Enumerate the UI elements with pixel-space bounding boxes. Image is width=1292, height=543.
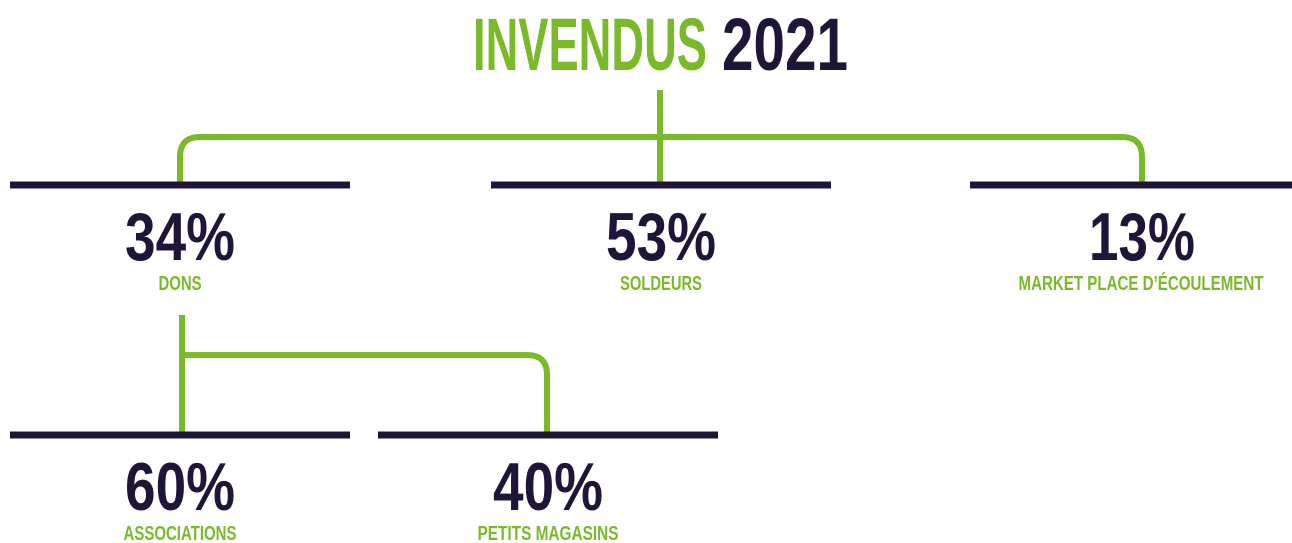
connector	[182, 352, 550, 432]
node-value: 40%	[493, 449, 603, 525]
node-value: 34%	[125, 199, 235, 275]
title-part2: 2021	[722, 3, 848, 86]
node-value: 13%	[1089, 199, 1195, 275]
node-value: 60%	[125, 449, 235, 525]
node-label: PETITS MAGASINS	[478, 523, 619, 543]
node-label: DONS	[159, 273, 202, 295]
title-part1: INVENDUS	[473, 3, 707, 86]
node-label: MARKET PLACE D’ÉCOULEMENT	[1019, 272, 1264, 295]
node-value: 53%	[606, 199, 716, 275]
connector	[177, 134, 1145, 183]
node-label: ASSOCIATIONS	[124, 523, 237, 543]
node-label: SOLDEURS	[620, 273, 702, 295]
